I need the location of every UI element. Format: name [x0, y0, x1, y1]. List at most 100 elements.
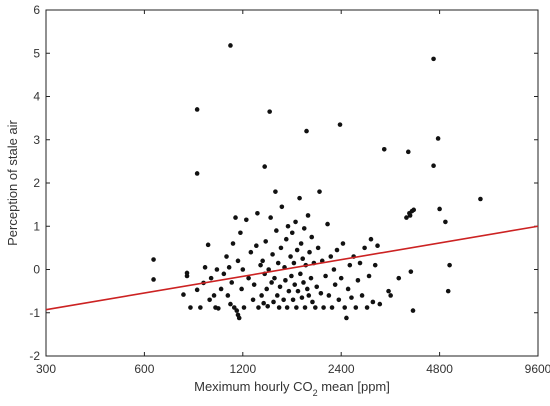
y-tick-label: 1 [33, 219, 40, 233]
scatter-point [318, 290, 324, 296]
scatter-point [274, 228, 279, 233]
scatter-point [221, 271, 227, 277]
scatter-point [194, 287, 200, 293]
scatter-point [211, 293, 217, 298]
scatter-point [208, 275, 214, 281]
scatter-point [445, 288, 451, 294]
scatter-point [447, 262, 452, 268]
scatter-point [317, 189, 322, 194]
scatter-point [289, 230, 295, 236]
scatter-point [337, 122, 343, 127]
scatter-point [281, 297, 286, 303]
scatter-point [286, 288, 292, 294]
scatter-point [431, 56, 436, 62]
scatter-point [273, 189, 278, 194]
y-tick-label: -1 [29, 306, 40, 320]
y-axis-title: Perception of stale air [5, 119, 20, 245]
scatter-point [301, 280, 306, 285]
scatter-point [263, 239, 268, 244]
scatter-point [328, 254, 334, 259]
scatter-point [234, 308, 240, 313]
scatter-point [302, 305, 308, 310]
scatter-point [290, 297, 296, 303]
scatter-point [236, 315, 242, 321]
scatter-point [289, 273, 294, 279]
scatter-point [205, 242, 211, 248]
plot-frame [45, 9, 539, 357]
scatter-point [240, 267, 246, 272]
scatter-point [246, 275, 251, 281]
scatter-point [349, 295, 354, 300]
scatter-point [437, 206, 442, 212]
scatter-point [338, 275, 344, 281]
scatter-point [283, 278, 288, 283]
scatter-point [231, 305, 237, 310]
y-tick-label: 5 [33, 46, 40, 60]
data-points [151, 43, 483, 321]
scatter-point [377, 301, 383, 307]
scatter-point [315, 245, 321, 251]
scatter-point [375, 243, 380, 249]
scatter-point [323, 273, 328, 279]
y-tick-labels: -2 -1 0 1 2 3 4 5 6 [29, 3, 40, 363]
scatter-point [259, 293, 264, 298]
scatter-point [274, 293, 280, 298]
scatter-point [261, 300, 266, 306]
scatter-point [248, 249, 254, 255]
scatter-point [251, 282, 257, 287]
scatter-point [309, 234, 315, 240]
scatter-point [295, 288, 301, 294]
scatter-point [304, 128, 309, 134]
scatter-point [298, 271, 303, 277]
scatter-point [332, 282, 338, 287]
scatter-point [313, 305, 318, 310]
scatter-point [244, 217, 249, 223]
x-tick-labels: 300 600 1200 2400 4800 9600 [36, 362, 550, 376]
scatter-point [250, 297, 256, 303]
scatter-point [381, 146, 387, 152]
scatter-point [228, 301, 233, 307]
scatter-point [202, 265, 208, 270]
scatter-point [321, 305, 326, 310]
scatter-point [306, 293, 312, 298]
x-tick-label: 300 [36, 362, 56, 376]
scatter-point [260, 258, 265, 264]
x-axis-title-main: Meximum hourly CO [194, 379, 312, 394]
scatter-point [342, 305, 348, 310]
scatter-point [297, 195, 302, 201]
scatter-point [307, 249, 312, 255]
scatter-point [329, 305, 335, 310]
scatter-point [345, 286, 351, 292]
scatter-point [314, 284, 320, 290]
axis-ticks [45, 9, 539, 357]
scatter-point [267, 109, 272, 114]
scatter-point [331, 267, 337, 272]
scatter-point [269, 280, 274, 285]
scatter-point [372, 262, 378, 268]
scatter-point [366, 273, 372, 279]
scatter-point [411, 207, 417, 213]
scatter-point [230, 241, 236, 246]
scatter-point [340, 241, 346, 246]
x-tick-label: 600 [134, 362, 154, 376]
scatter-point [188, 305, 193, 310]
scatter-point [279, 204, 285, 210]
scatter-point [262, 164, 267, 169]
scatter-point [207, 297, 212, 303]
scatter-point [255, 210, 260, 216]
scatter-point [275, 260, 281, 266]
scatter-point [355, 278, 361, 283]
scatter-point [308, 275, 314, 281]
scatter-point [284, 305, 290, 310]
x-tick-label: 4800 [426, 362, 453, 376]
y-tick-label: -2 [29, 349, 40, 363]
scatter-point [357, 260, 363, 266]
scatter-point [293, 219, 298, 225]
scatter-point [291, 260, 297, 266]
y-tick-label: 3 [33, 133, 40, 147]
scatter-point [407, 213, 413, 218]
scatter-point [270, 252, 275, 257]
scatter-point [305, 213, 311, 218]
scatter-point [218, 286, 224, 292]
